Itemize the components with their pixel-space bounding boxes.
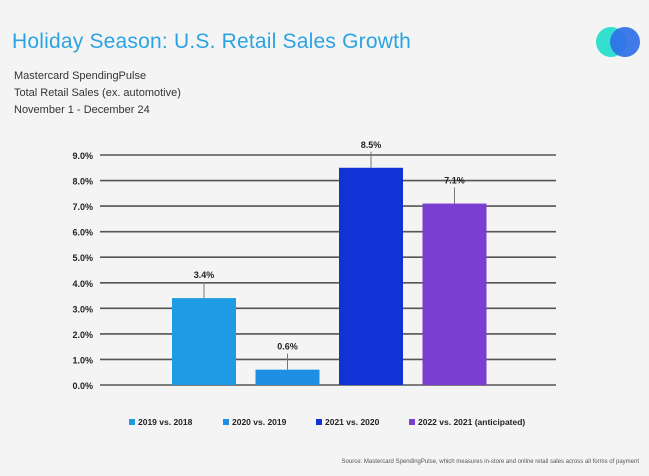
legend-label: 2021 vs. 2020 xyxy=(325,417,380,427)
y-tick-label: 4.0% xyxy=(72,279,93,289)
legend-swatch xyxy=(223,419,229,425)
legend-swatch xyxy=(129,419,135,425)
bar xyxy=(339,167,403,385)
bar-value-label: 3.4% xyxy=(194,270,215,280)
bar xyxy=(172,298,236,385)
legend-swatch xyxy=(409,419,415,425)
mastercard-logo-icon xyxy=(596,27,640,57)
legend-swatch xyxy=(316,419,322,425)
subtitle-source: Mastercard SpendingPulse xyxy=(14,70,147,82)
legend-label: 2019 vs. 2018 xyxy=(138,417,193,427)
y-tick-label: 9.0% xyxy=(72,151,93,161)
y-tick-label: 0.0% xyxy=(72,381,93,391)
bar xyxy=(255,369,320,385)
y-tick-label: 2.0% xyxy=(72,330,93,340)
y-tick-label: 7.0% xyxy=(72,202,93,212)
subtitle-metric: Total Retail Sales (ex. automotive) xyxy=(14,87,181,99)
y-tick-label: 5.0% xyxy=(72,253,93,263)
y-tick-label: 6.0% xyxy=(72,228,93,238)
legend-label: 2020 vs. 2019 xyxy=(232,417,287,427)
bar-value-label: 0.6% xyxy=(277,342,298,352)
subtitle-period: November 1 - December 24 xyxy=(14,104,150,116)
bar-value-label: 7.1% xyxy=(444,176,465,186)
chart-title: Holiday Season: U.S. Retail Sales Growth xyxy=(12,30,412,53)
y-tick-label: 1.0% xyxy=(72,355,93,365)
legend-label: 2022 vs. 2021 (anticipated) xyxy=(418,417,525,427)
bar-value-label: 8.5% xyxy=(361,140,382,150)
y-tick-label: 3.0% xyxy=(72,304,93,314)
bar xyxy=(422,203,487,385)
y-tick-label: 8.0% xyxy=(72,177,93,187)
source-note: Source: Mastercard SpendingPulse, which … xyxy=(341,459,639,465)
